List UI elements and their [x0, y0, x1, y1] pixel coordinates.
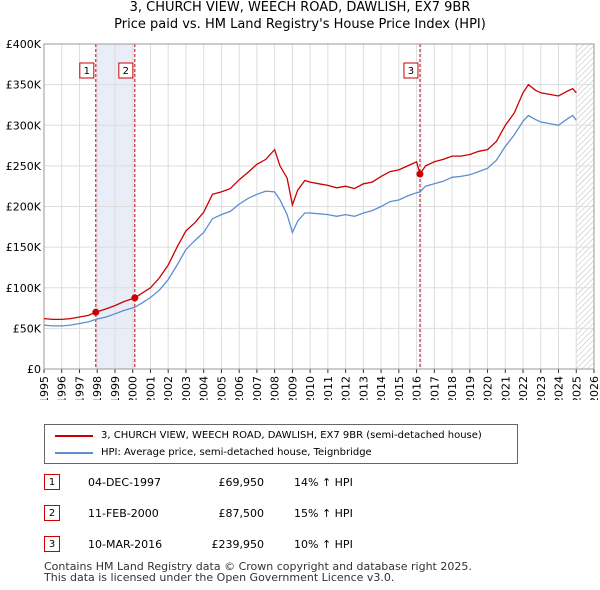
- series-line-property: [43, 83, 577, 321]
- plot-frame: [43, 43, 595, 370]
- x-tick-label: 1996: [56, 376, 69, 400]
- price-chart: £0 £50K £100K £150K £200K £250K £300K £350K £400…: [6, 38, 600, 400]
- y-tick-label: £250K: [6, 160, 42, 173]
- chart-title: 3, CHURCH VIEW, WEECH ROAD, DAWLISH, EX7…: [129, 0, 471, 15]
- x-tick-label: 2000: [127, 376, 140, 400]
- x-tick-label: 2005: [215, 376, 228, 400]
- series-line-hpi: [43, 114, 577, 327]
- sale-hpi-diff: 14% ↑ HPI: [294, 476, 353, 489]
- x-tick-label: 2014: [375, 376, 388, 400]
- x-tick-label: 2004: [198, 376, 211, 400]
- sale-label-box-2: [118, 62, 134, 79]
- x-tick-label: 1999: [109, 376, 122, 400]
- x-tick-label: 2009: [286, 376, 299, 400]
- sale-price: £87,500: [218, 507, 265, 520]
- legend-label-property: 3, CHURCH VIEW, WEECH ROAD, DAWLISH, EX7…: [101, 430, 482, 441]
- x-tick-label: 2006: [233, 376, 246, 400]
- x-tick-label: 2001: [144, 376, 157, 400]
- legend-swatch-property: [55, 435, 93, 437]
- y-tick-label: £400K: [6, 38, 42, 51]
- sale-label-box-1: [79, 62, 95, 79]
- sale-label-box-3: [403, 62, 419, 79]
- x-tick-label: 2012: [340, 376, 353, 400]
- sale-number-badge: 3: [44, 536, 60, 552]
- x-tick-label: 1997: [73, 376, 86, 400]
- sale-label-3: 3: [408, 66, 414, 77]
- sale-point-3: [416, 170, 424, 178]
- sale-hpi-diff: 10% ↑ HPI: [294, 538, 353, 551]
- x-tick-label: 2023: [535, 376, 548, 400]
- sale-price: £69,950: [218, 476, 265, 489]
- x-tick-label: 2002: [162, 376, 175, 400]
- sale-price: £239,950: [211, 538, 265, 551]
- x-tick-label: 2021: [499, 376, 512, 400]
- sale-label-1: 1: [84, 66, 90, 77]
- x-tick-label: 2003: [180, 376, 193, 400]
- legend-label-hpi: HPI: Average price, semi-detached house,…: [101, 447, 372, 458]
- x-tick-label: 1995: [38, 376, 51, 400]
- y-tick-label: £100K: [6, 282, 42, 295]
- x-tick-label: 2017: [428, 376, 441, 400]
- y-tick-label: £50K: [13, 322, 42, 335]
- chart-subtitle: Price paid vs. HM Land Registry's House …: [114, 17, 486, 32]
- x-tick-label: 2011: [322, 376, 335, 400]
- sale-number-badge: 2: [44, 505, 60, 521]
- x-tick-label: 2007: [251, 376, 264, 400]
- footer-copyright: Contains HM Land Registry data © Crown c…: [44, 560, 472, 573]
- legend: 3, CHURCH VIEW, WEECH ROAD, DAWLISH, EX7…: [44, 424, 518, 464]
- x-tick-label: 2016: [411, 376, 424, 400]
- x-tick-label: 2010: [304, 376, 317, 400]
- sale-number-badge: 1: [44, 474, 60, 490]
- x-tick-label: 2022: [517, 376, 530, 400]
- x-tick-label: 1998: [91, 376, 104, 400]
- y-tick-label: £350K: [6, 79, 42, 92]
- x-tick-label: 2013: [357, 376, 370, 400]
- sale-point-2: [131, 294, 139, 302]
- x-tick-label: 2020: [482, 376, 495, 400]
- y-tick-label: £300K: [6, 119, 42, 132]
- x-tick-label: 2008: [269, 376, 282, 400]
- x-tick-label: 2018: [446, 376, 459, 400]
- x-tick-label: 2026: [588, 376, 600, 400]
- sale-label-2: 2: [123, 66, 129, 77]
- x-tick-label: 2019: [464, 376, 477, 400]
- x-tick-label: 2015: [393, 376, 406, 400]
- legend-swatch-hpi: [55, 452, 93, 454]
- sale-hpi-diff: 15% ↑ HPI: [294, 507, 353, 520]
- sale-point-1: [92, 308, 100, 316]
- y-tick-label: £150K: [6, 241, 42, 254]
- y-tick-label: £200K: [6, 201, 42, 214]
- sale-date: 11-FEB-2000: [88, 507, 159, 520]
- sale-date: 10-MAR-2016: [88, 538, 163, 551]
- x-tick-label: 2024: [553, 376, 566, 400]
- sale-date: 04-DEC-1997: [88, 476, 162, 489]
- y-tick-label: £0: [27, 363, 41, 376]
- footer-licence: This data is licensed under the Open Gov…: [44, 571, 395, 584]
- x-tick-label: 2025: [570, 376, 583, 400]
